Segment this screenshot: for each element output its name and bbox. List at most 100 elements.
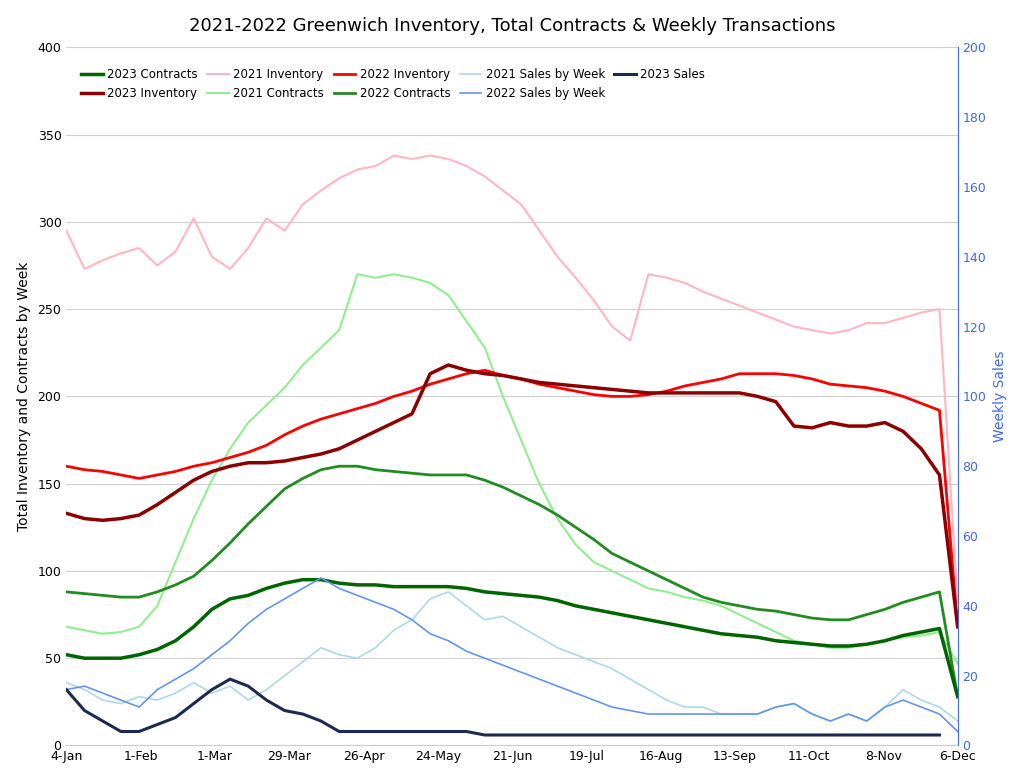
- Line: 2022 Inventory: 2022 Inventory: [67, 370, 957, 627]
- 2023 Contracts: [770, 636, 782, 645]
- Y-axis label: Total Inventory and Contracts by Week: Total Inventory and Contracts by Week: [16, 262, 31, 531]
- 2022 Sales by Week: [351, 590, 364, 600]
- 2021 Sales by Week: [569, 650, 582, 659]
- 2023 Inventory: [388, 418, 400, 427]
- 2022 Contracts: [606, 549, 618, 558]
- 2023 Inventory: [497, 370, 509, 380]
- 2023 Contracts: [115, 654, 127, 663]
- Line: 2023 Inventory: 2023 Inventory: [67, 365, 957, 627]
- 2021 Inventory: [388, 151, 400, 160]
- 2021 Contracts: [642, 583, 654, 593]
- 2023 Contracts: [152, 645, 164, 654]
- 2023 Inventory: [879, 418, 891, 427]
- 2023 Inventory: [569, 381, 582, 391]
- 2022 Contracts: [242, 519, 254, 529]
- 2022 Contracts: [733, 601, 745, 611]
- 2023 Contracts: [79, 654, 91, 663]
- 2021 Sales by Week: [551, 643, 563, 652]
- 2021 Sales by Week: [860, 716, 872, 725]
- 2023 Inventory: [333, 444, 345, 453]
- 2023 Sales: [333, 727, 345, 736]
- 2023 Sales: [370, 727, 382, 736]
- 2022 Contracts: [406, 469, 418, 478]
- 2021 Inventory: [60, 226, 73, 236]
- 2021 Contracts: [133, 622, 145, 632]
- 2022 Sales by Week: [933, 709, 945, 718]
- 2021 Inventory: [115, 249, 127, 258]
- 2023 Inventory: [933, 470, 945, 480]
- 2022 Inventory: [569, 386, 582, 395]
- 2022 Inventory: [588, 390, 600, 399]
- 2022 Inventory: [333, 410, 345, 419]
- 2021 Contracts: [933, 627, 945, 636]
- 2021 Contracts: [96, 629, 109, 639]
- 2023 Sales: [96, 716, 109, 725]
- 2021 Inventory: [187, 214, 200, 223]
- 2021 Inventory: [624, 336, 636, 346]
- 2021 Contracts: [297, 360, 309, 370]
- 2021 Sales by Week: [424, 594, 436, 604]
- 2021 Inventory: [152, 261, 164, 270]
- 2022 Inventory: [933, 406, 945, 415]
- 2021 Contracts: [679, 593, 691, 602]
- 2023 Contracts: [679, 622, 691, 632]
- 2023 Contracts: [60, 650, 73, 659]
- 2022 Sales by Week: [534, 675, 546, 684]
- 2021 Sales by Week: [933, 703, 945, 712]
- 2023 Sales: [642, 730, 654, 739]
- 2021 Sales by Week: [624, 675, 636, 684]
- 2023 Contracts: [860, 640, 872, 649]
- 2022 Inventory: [733, 369, 745, 378]
- 2023 Contracts: [370, 580, 382, 590]
- 2022 Inventory: [879, 386, 891, 395]
- Line: 2022 Contracts: 2022 Contracts: [67, 466, 957, 697]
- 2021 Inventory: [697, 287, 710, 296]
- 2023 Inventory: [424, 369, 436, 378]
- 2021 Sales by Week: [279, 671, 291, 680]
- 2021 Contracts: [224, 444, 237, 453]
- 2022 Inventory: [187, 462, 200, 471]
- 2022 Contracts: [569, 523, 582, 532]
- 2023 Contracts: [187, 622, 200, 632]
- 2022 Inventory: [152, 470, 164, 480]
- 2023 Contracts: [569, 601, 582, 611]
- 2021 Inventory: [715, 294, 727, 303]
- 2021 Contracts: [534, 479, 546, 488]
- 2023 Inventory: [624, 386, 636, 395]
- 2023 Inventory: [260, 458, 272, 467]
- 2021 Inventory: [551, 252, 563, 261]
- Legend: 2023 Contracts, 2023 Inventory, 2021 Inventory, 2021 Contracts, 2022 Inventory, : 2023 Contracts, 2023 Inventory, 2021 Inv…: [77, 64, 710, 105]
- 2022 Inventory: [351, 404, 364, 413]
- 2022 Inventory: [314, 414, 327, 424]
- 2021 Contracts: [806, 640, 818, 649]
- 2021 Inventory: [370, 161, 382, 171]
- 2022 Inventory: [224, 453, 237, 463]
- 2021 Sales by Week: [588, 657, 600, 666]
- 2021 Contracts: [697, 596, 710, 605]
- 2022 Inventory: [915, 399, 928, 408]
- 2022 Contracts: [515, 491, 527, 501]
- 2023 Contracts: [624, 612, 636, 621]
- 2021 Inventory: [133, 243, 145, 253]
- 2021 Inventory: [679, 278, 691, 288]
- 2021 Inventory: [660, 273, 673, 282]
- 2021 Sales by Week: [406, 615, 418, 625]
- 2022 Inventory: [388, 392, 400, 401]
- 2021 Sales by Week: [824, 716, 837, 725]
- 2023 Sales: [824, 730, 837, 739]
- 2021 Inventory: [279, 226, 291, 236]
- 2022 Contracts: [370, 465, 382, 474]
- 2021 Contracts: [770, 627, 782, 636]
- 2023 Contracts: [314, 575, 327, 584]
- 2021 Contracts: [787, 636, 800, 645]
- 2022 Contracts: [224, 538, 237, 548]
- 2023 Contracts: [660, 619, 673, 628]
- 2021 Contracts: [260, 400, 272, 410]
- 2023 Inventory: [169, 488, 181, 497]
- Line: 2021 Contracts: 2021 Contracts: [67, 275, 957, 664]
- Line: 2023 Contracts: 2023 Contracts: [67, 580, 957, 697]
- 2022 Sales by Week: [515, 668, 527, 677]
- 2021 Sales by Week: [897, 685, 909, 694]
- 2021 Sales by Week: [206, 689, 218, 698]
- Title: 2021-2022 Greenwich Inventory, Total Contracts & Weekly Transactions: 2021-2022 Greenwich Inventory, Total Con…: [188, 16, 836, 34]
